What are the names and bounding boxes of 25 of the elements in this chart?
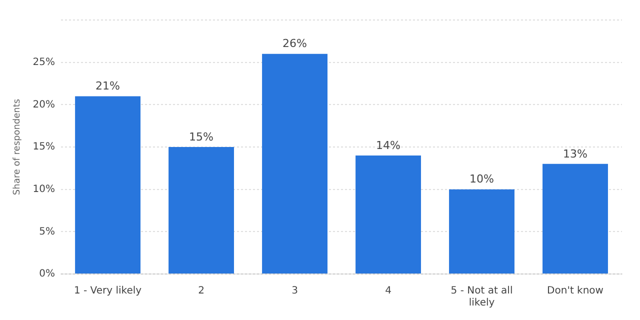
y-tick-label: 20%	[32, 99, 56, 110]
x-tick-label: 2	[198, 286, 204, 297]
x-tick-label: 3	[292, 286, 298, 297]
data-label: 15%	[189, 130, 214, 144]
bar	[262, 54, 328, 274]
bar	[168, 147, 234, 274]
y-tick-label: 0%	[39, 268, 56, 280]
data-label: 10%	[470, 172, 494, 186]
x-tick-label: 4	[385, 286, 392, 297]
data-label: 14%	[376, 138, 400, 152]
bar	[542, 164, 608, 274]
data-label: 21%	[96, 80, 120, 93]
data-label: 13%	[563, 147, 588, 160]
bar	[75, 96, 140, 274]
bar	[356, 155, 421, 274]
x-tick-label: Don't know	[547, 286, 604, 297]
y-tick-label: 10%	[32, 184, 56, 195]
y-tick-label: 15%	[32, 142, 56, 153]
x-tick-label: 5 - Not at all likely	[450, 286, 513, 309]
y-tick-label: 5%	[39, 226, 56, 238]
data-label: 26%	[282, 37, 307, 50]
x-tick-label: 1 - Very likely	[74, 286, 142, 297]
y-tick-label: 25%	[32, 56, 56, 68]
bar	[449, 189, 514, 274]
y-axis-title: Share of respondents	[12, 98, 23, 196]
